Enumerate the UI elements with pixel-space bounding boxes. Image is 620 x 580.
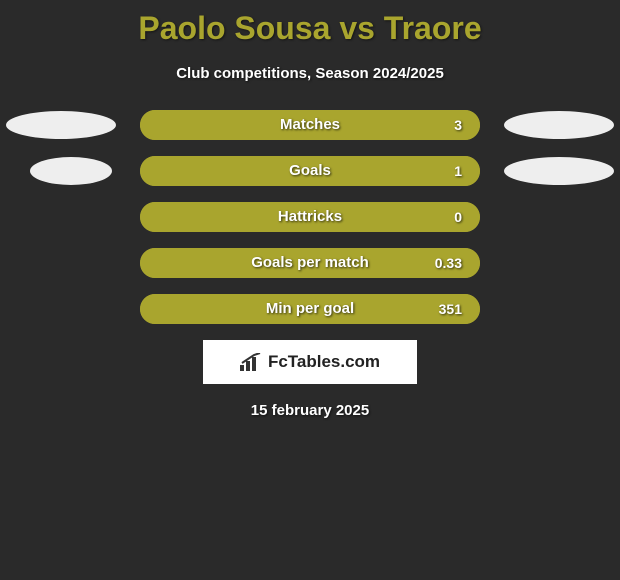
stat-row: Min per goal 351 (0, 294, 620, 324)
stat-label: Hattricks (140, 202, 480, 232)
page-subtitle: Club competitions, Season 2024/2025 (0, 65, 620, 82)
stat-row: Matches 3 (0, 110, 620, 140)
stat-label: Min per goal (140, 294, 480, 324)
stat-value: 351 (439, 294, 462, 324)
stat-row: Hattricks 0 (0, 202, 620, 232)
chart-icon (240, 353, 262, 371)
stat-value: 3 (454, 110, 462, 140)
stat-value: 0.33 (435, 248, 462, 278)
left-player-marker (6, 111, 116, 139)
page-title: Paolo Sousa vs Traore (0, 0, 620, 47)
stat-label: Matches (140, 110, 480, 140)
stat-row: Goals 1 (0, 156, 620, 186)
stat-row: Goals per match 0.33 (0, 248, 620, 278)
comparison-chart: Matches 3 Goals 1 Hattricks 0 Goals per … (0, 110, 620, 324)
stat-label: Goals per match (140, 248, 480, 278)
stat-value: 1 (454, 156, 462, 186)
snapshot-date: 15 february 2025 (0, 402, 620, 419)
left-player-marker (30, 157, 112, 185)
fctables-logo: FcTables.com (203, 340, 417, 384)
right-player-marker (504, 157, 614, 185)
logo-text: FcTables.com (268, 352, 380, 372)
right-player-marker (504, 111, 614, 139)
stat-label: Goals (140, 156, 480, 186)
stat-value: 0 (454, 202, 462, 232)
